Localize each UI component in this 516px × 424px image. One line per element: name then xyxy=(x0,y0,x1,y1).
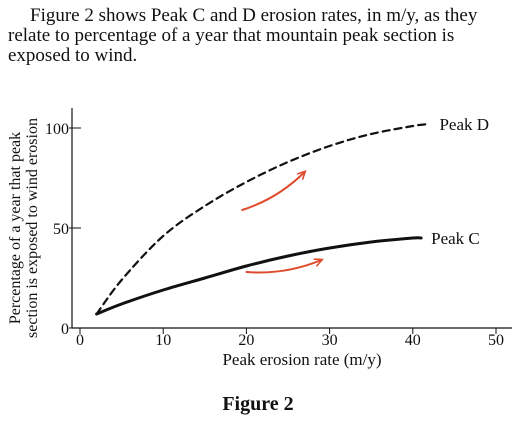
trend-arrow-peak-c xyxy=(245,260,321,274)
y-tick-label: 50 xyxy=(53,221,69,238)
x-tick-label: 0 xyxy=(76,332,84,349)
figure-caption: Figure 2 xyxy=(222,393,294,415)
y-axis-title-line: section is exposed to wind erosion xyxy=(24,118,41,338)
series-line-peak-c xyxy=(95,236,423,316)
x-axis-title: Peak erosion rate (m/y) xyxy=(222,350,381,369)
x-tick-label: 20 xyxy=(238,332,254,349)
x-tick-label: 40 xyxy=(405,332,421,349)
intro-text: Figure 2 shows Peak C and D erosion rate… xyxy=(8,5,478,66)
series-line-peak-d xyxy=(95,122,431,316)
y-axis-title: Percentage of a year that peaksection is… xyxy=(7,118,41,338)
labels-layer: 0 10 20 30 40 50 0 50 100 Peak erosion rate (m/y)… xyxy=(7,115,504,369)
series-layer xyxy=(95,122,431,316)
series-label-peak-d: Peak D xyxy=(439,115,489,134)
chart-axes xyxy=(69,108,512,334)
y-tick-label: 0 xyxy=(61,321,69,338)
y-tick-label: 100 xyxy=(45,121,69,138)
x-tick-label: 50 xyxy=(488,332,504,349)
x-tick-label: 10 xyxy=(155,332,171,349)
annotation-layer xyxy=(241,172,321,274)
trend-arrow-peak-d xyxy=(241,172,304,211)
series-label-peak-c: Peak C xyxy=(431,229,480,248)
x-tick-label: 30 xyxy=(322,332,338,349)
y-axis-title-line: Percentage of a year that peak xyxy=(7,132,24,324)
